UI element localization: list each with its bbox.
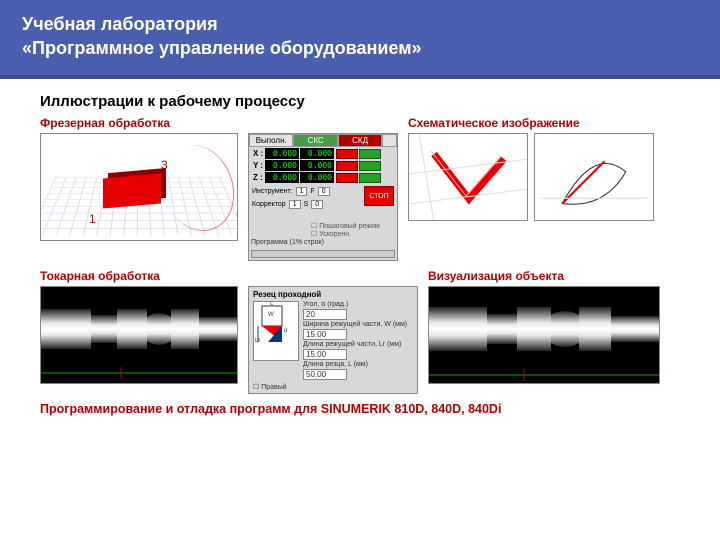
milling-viewport: 1 3 [40, 133, 238, 241]
tab-run[interactable]: Выполн. [249, 134, 293, 147]
jog-y-pos[interactable] [359, 161, 381, 171]
schematic-panel-1 [408, 133, 528, 221]
workpiece-block [103, 173, 161, 208]
tp-lbl-3: Длина резца, L (мм) [303, 361, 413, 368]
footer-text: Программирование и отладка программ для … [40, 402, 692, 416]
spacer [382, 134, 397, 147]
row-1: Фрезерная обработка 1 3 . Выполн. СКС СК… [40, 116, 692, 261]
f-val[interactable]: 0 [318, 187, 330, 196]
jog-y-neg[interactable] [336, 161, 358, 171]
axis-z-label: Z : [251, 173, 265, 182]
label-milling: Фрезерная обработка [40, 116, 240, 130]
dro-y-1: 0.000 [265, 160, 299, 171]
tp-lbl-1: Ширина режущей части, W (мм) [303, 321, 413, 328]
jog-z-neg[interactable] [336, 173, 358, 183]
jog-z-pos[interactable] [359, 173, 381, 183]
tp-val-3[interactable]: 50.00 [303, 369, 347, 380]
slide-header: Учебная лаборатория «Программное управле… [0, 0, 720, 79]
tp-val-1[interactable]: 15.00 [303, 329, 347, 340]
instr-label: Инструмент: [252, 188, 293, 195]
header-line2: «Программное управление оборудованием» [22, 38, 422, 58]
tp-val-0[interactable]: 20 [303, 309, 347, 320]
tp-lbl-2: Длина режущей части, Lr (мм) [303, 341, 413, 348]
tool-title: Резец проходной [253, 290, 413, 299]
svg-text:W: W [268, 312, 274, 318]
axis-y-label: Y : [251, 161, 265, 170]
korr-val[interactable]: 1 [289, 200, 301, 209]
subtitle: Иллюстрации к рабочему процессу [40, 93, 692, 110]
jog-x-neg[interactable] [336, 149, 358, 159]
tp-lbl-0: Угол, α (град.) [303, 301, 413, 308]
leaf-curve-icon [541, 140, 647, 221]
s-val[interactable]: 0 [311, 200, 323, 209]
chk-right[interactable]: ☐ Правый [253, 383, 413, 391]
dro-z-2: 0.000 [300, 172, 334, 183]
label-visualization: Визуализация объекта [428, 269, 692, 283]
instr-val[interactable]: 1 [296, 187, 308, 196]
viz-part-icon [429, 287, 660, 384]
grid-lines [409, 134, 528, 221]
control-panel: Выполн. СКС СКД X : 0.000 0.000 Y : [248, 133, 398, 261]
visualization-viewport [428, 286, 660, 384]
stop-button[interactable]: СТОП [364, 186, 394, 206]
btn-skd[interactable]: СКД [338, 134, 382, 147]
svg-text:α: α [284, 328, 288, 334]
tool-params-panel: Резец проходной L W Lr α Угол, α (град.) [248, 286, 418, 394]
jog-x-pos[interactable] [359, 149, 381, 159]
schematic-panel-2 [534, 133, 654, 221]
label-turning: Токарная обработка [40, 269, 240, 283]
dro-y-2: 0.000 [300, 160, 334, 171]
korr-label: Корректор [252, 201, 286, 208]
bar-label: Программа (1% строк) [251, 239, 324, 246]
turned-part-icon [41, 287, 238, 384]
axis-marker-1: 1 [89, 212, 96, 226]
btn-sks[interactable]: СКС [293, 134, 337, 147]
dro-x-1: 0.000 [265, 148, 299, 159]
tp-val-2[interactable]: 15.00 [303, 349, 347, 360]
chk-step[interactable]: ☐ Пошаговый режим [311, 222, 394, 230]
progress-bar [251, 250, 395, 258]
dro-z-1: 0.000 [265, 172, 299, 183]
row-2: Токарная обработка [40, 269, 692, 394]
axis-x-label: X : [251, 149, 265, 158]
dro-x-2: 0.000 [300, 148, 334, 159]
f-label: F [310, 188, 314, 195]
slide-content: Иллюстрации к рабочему процессу Фрезерна… [0, 79, 720, 426]
label-schematic: Схематическое изображение [408, 116, 692, 130]
header-line1: Учебная лаборатория [22, 14, 218, 34]
tool-diagram: L W Lr α [253, 301, 299, 361]
s-label: S [304, 201, 309, 208]
turning-viewport [40, 286, 238, 384]
